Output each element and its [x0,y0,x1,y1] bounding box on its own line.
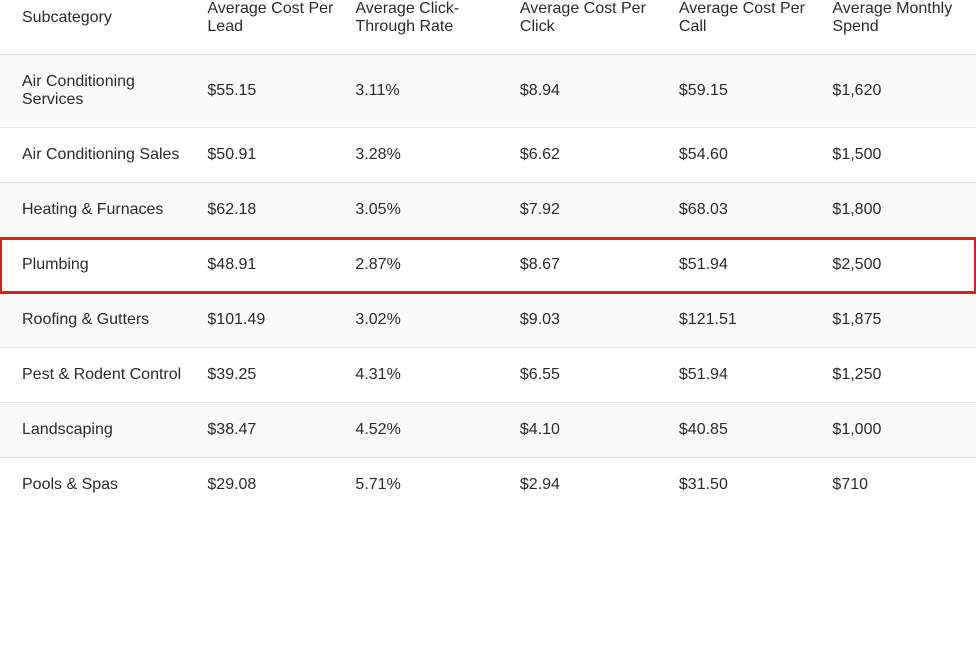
cell-cost_per_call: $51.94 [669,238,823,293]
cell-cost_per_click: $6.62 [510,128,669,183]
cell-ctr: 4.52% [345,403,509,458]
cell-subcategory: Pools & Spas [0,458,197,513]
cell-cost_per_lead: $48.91 [197,238,345,293]
cell-cost_per_lead: $55.15 [197,55,345,128]
table-row: Pools & Spas$29.085.71%$2.94$31.50$710 [0,458,976,513]
cell-ctr: 3.02% [345,293,509,348]
cell-ctr: 3.11% [345,55,509,128]
cell-cost_per_lead: $101.49 [197,293,345,348]
cell-cost_per_call: $51.94 [669,348,823,403]
cell-cost_per_lead: $29.08 [197,458,345,513]
cell-monthly_spend: $1,620 [822,55,976,128]
cell-monthly_spend: $2,500 [822,238,976,293]
table-row: Air Conditioning Sales$50.913.28%$6.62$5… [0,128,976,183]
cell-subcategory: Landscaping [0,403,197,458]
cell-cost_per_call: $54.60 [669,128,823,183]
table-row: Pest & Rodent Control$39.254.31%$6.55$51… [0,348,976,403]
col-header-cost-per-lead: Average Cost Per Lead [197,0,345,55]
cell-cost_per_click: $8.94 [510,55,669,128]
col-header-subcategory: Subcategory [0,0,197,55]
cost-table: Subcategory Average Cost Per Lead Averag… [0,0,976,512]
cell-cost_per_lead: $62.18 [197,183,345,238]
cell-cost_per_click: $7.92 [510,183,669,238]
col-header-cost-per-click: Average Cost Per Click [510,0,669,55]
cell-cost_per_click: $4.10 [510,403,669,458]
cell-ctr: 5.71% [345,458,509,513]
cell-subcategory: Heating & Furnaces [0,183,197,238]
table-row: Heating & Furnaces$62.183.05%$7.92$68.03… [0,183,976,238]
cell-monthly_spend: $1,800 [822,183,976,238]
col-header-cost-per-call: Average Cost Per Call [669,0,823,55]
cell-cost_per_click: $6.55 [510,348,669,403]
col-header-monthly-spend: Average Monthly Spend [822,0,976,55]
cell-ctr: 2.87% [345,238,509,293]
cell-ctr: 3.28% [345,128,509,183]
cost-table-container: Subcategory Average Cost Per Lead Averag… [0,0,976,512]
table-row: Landscaping$38.474.52%$4.10$40.85$1,000 [0,403,976,458]
table-header-row: Subcategory Average Cost Per Lead Averag… [0,0,976,55]
cell-cost_per_click: $9.03 [510,293,669,348]
cell-monthly_spend: $1,500 [822,128,976,183]
table-body: Air Conditioning Services$55.153.11%$8.9… [0,55,976,513]
cell-monthly_spend: $1,250 [822,348,976,403]
cell-monthly_spend: $710 [822,458,976,513]
cell-subcategory: Plumbing [0,238,197,293]
cell-cost_per_call: $68.03 [669,183,823,238]
table-row: Air Conditioning Services$55.153.11%$8.9… [0,55,976,128]
col-header-ctr: Average Click-Through Rate [345,0,509,55]
cell-cost_per_call: $31.50 [669,458,823,513]
cell-subcategory: Air Conditioning Sales [0,128,197,183]
cell-subcategory: Roofing & Gutters [0,293,197,348]
table-row: Roofing & Gutters$101.493.02%$9.03$121.5… [0,293,976,348]
cell-cost_per_call: $40.85 [669,403,823,458]
cell-cost_per_click: $8.67 [510,238,669,293]
cell-cost_per_lead: $50.91 [197,128,345,183]
cell-subcategory: Air Conditioning Services [0,55,197,128]
cell-cost_per_lead: $38.47 [197,403,345,458]
cell-cost_per_click: $2.94 [510,458,669,513]
table-row: Plumbing$48.912.87%$8.67$51.94$2,500 [0,238,976,293]
cell-ctr: 4.31% [345,348,509,403]
cell-monthly_spend: $1,875 [822,293,976,348]
cell-cost_per_lead: $39.25 [197,348,345,403]
cell-ctr: 3.05% [345,183,509,238]
cell-cost_per_call: $121.51 [669,293,823,348]
cell-cost_per_call: $59.15 [669,55,823,128]
cell-subcategory: Pest & Rodent Control [0,348,197,403]
cell-monthly_spend: $1,000 [822,403,976,458]
